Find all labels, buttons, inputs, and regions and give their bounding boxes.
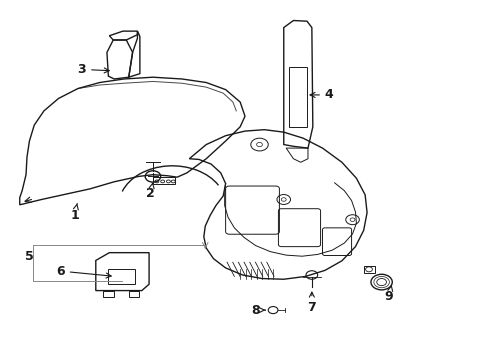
Text: 5: 5 <box>25 250 34 263</box>
Text: 1: 1 <box>70 203 79 222</box>
Bar <box>108 269 135 284</box>
Text: 7: 7 <box>308 292 316 314</box>
Text: 2: 2 <box>146 183 155 200</box>
Text: 3: 3 <box>77 63 109 76</box>
Text: 4: 4 <box>310 89 334 102</box>
Text: 8: 8 <box>251 303 265 316</box>
Text: 9: 9 <box>385 285 393 303</box>
Text: 6: 6 <box>56 265 111 278</box>
